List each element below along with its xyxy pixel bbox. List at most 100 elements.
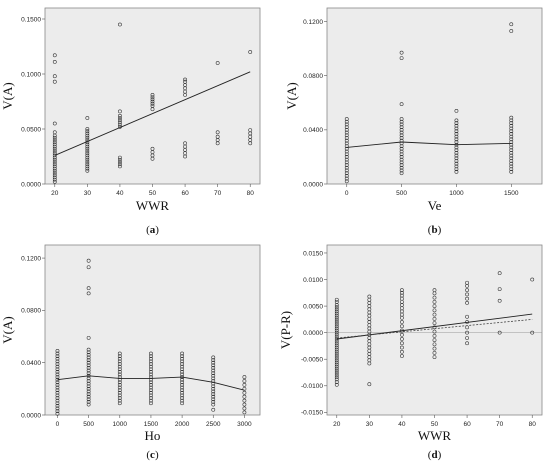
data-point xyxy=(454,169,459,174)
data-point xyxy=(118,122,122,127)
data-point xyxy=(399,144,404,148)
data-point xyxy=(509,132,514,136)
data-point xyxy=(211,407,216,412)
data-point xyxy=(399,125,404,130)
y-tick-label: -0.0150 xyxy=(301,410,323,417)
data-point xyxy=(86,379,91,383)
data-point xyxy=(432,342,437,347)
data-point xyxy=(344,160,349,165)
data-point xyxy=(344,152,349,157)
data-point xyxy=(52,164,57,169)
data-point xyxy=(85,157,90,162)
data-point xyxy=(334,309,339,314)
data-point xyxy=(242,410,247,415)
data-point xyxy=(344,133,349,138)
data-point xyxy=(86,389,91,394)
data-point xyxy=(180,351,185,356)
data-point xyxy=(55,364,60,369)
data-point xyxy=(454,137,459,142)
data-point xyxy=(52,168,57,173)
data-point xyxy=(465,336,469,340)
panel-d: 20 30 40 50 60 70 80 -0.0150 -0.0100 -0.0050 0.000… xyxy=(278,244,543,461)
data-point xyxy=(86,376,91,381)
data-point xyxy=(432,312,437,317)
data-point xyxy=(55,359,60,364)
data-point xyxy=(399,168,404,173)
data-point xyxy=(344,117,349,121)
data-point xyxy=(334,313,339,318)
y-tick-label: -0.0050 xyxy=(301,357,323,364)
data-point xyxy=(509,115,514,120)
data-point xyxy=(334,318,339,322)
x-tick-label: 80 xyxy=(247,190,255,197)
data-point xyxy=(344,125,349,130)
data-point xyxy=(400,332,404,337)
data-point xyxy=(52,121,57,126)
data-point xyxy=(334,341,339,346)
data-point xyxy=(334,297,339,302)
y-axis-label: V(P-R) xyxy=(278,311,293,349)
data-point xyxy=(55,401,60,406)
data-point xyxy=(117,369,122,374)
data-point xyxy=(334,332,339,337)
panel-label: (b) xyxy=(428,224,442,236)
x-tick-label: 50 xyxy=(431,421,439,428)
data-point xyxy=(399,155,404,159)
data-point xyxy=(399,152,404,157)
data-point xyxy=(149,385,153,390)
data-point xyxy=(86,265,91,270)
data-point xyxy=(211,400,216,404)
data-point xyxy=(465,314,469,319)
data-point xyxy=(399,117,404,121)
y-tick-label: 0.1200 xyxy=(303,19,323,26)
data-point xyxy=(399,102,404,107)
data-point xyxy=(55,398,60,403)
data-point xyxy=(465,341,469,346)
data-point xyxy=(149,372,153,377)
panel-b: 0 500 1000 1500 0.0000 0.0400 0.0800 0.1200 Ve V(… xyxy=(284,7,543,236)
fit-line-dashed xyxy=(336,319,533,339)
data-point xyxy=(454,126,459,131)
data-point xyxy=(399,171,404,176)
data-point xyxy=(52,149,57,153)
data-point xyxy=(242,375,247,379)
data-point xyxy=(180,396,185,400)
data-point xyxy=(85,146,90,151)
data-point xyxy=(85,135,90,140)
data-point xyxy=(344,155,349,159)
data-point xyxy=(432,291,437,296)
data-point xyxy=(117,362,122,366)
data-point xyxy=(242,383,247,387)
data-point xyxy=(344,163,349,167)
data-point xyxy=(118,113,122,118)
data-point xyxy=(334,324,339,329)
data-point xyxy=(180,398,185,403)
data-point xyxy=(55,362,60,366)
data-point xyxy=(497,330,502,335)
data-point xyxy=(248,50,253,54)
data-point xyxy=(465,292,469,297)
data-point xyxy=(85,144,90,149)
data-point xyxy=(183,93,187,97)
data-point xyxy=(180,385,185,390)
y-tick-label: 0.0000 xyxy=(303,181,323,188)
x-axis-label: Ho xyxy=(145,428,161,443)
data-point xyxy=(399,127,404,132)
data-point xyxy=(432,350,437,355)
data-point xyxy=(432,346,437,351)
data-point xyxy=(399,146,404,151)
data-point xyxy=(509,156,514,161)
y-tick-label: 0.0050 xyxy=(303,303,323,310)
data-point xyxy=(454,167,459,172)
data-point xyxy=(55,367,60,372)
data-point xyxy=(334,362,339,367)
data-point xyxy=(454,150,459,155)
data-point xyxy=(334,343,339,348)
x-tick-label: 1000 xyxy=(449,190,464,197)
x-tick-label: 0 xyxy=(345,190,349,197)
data-point xyxy=(118,120,122,125)
data-point xyxy=(334,315,339,320)
data-point xyxy=(117,390,122,395)
data-point xyxy=(117,393,122,398)
data-point xyxy=(52,138,57,142)
